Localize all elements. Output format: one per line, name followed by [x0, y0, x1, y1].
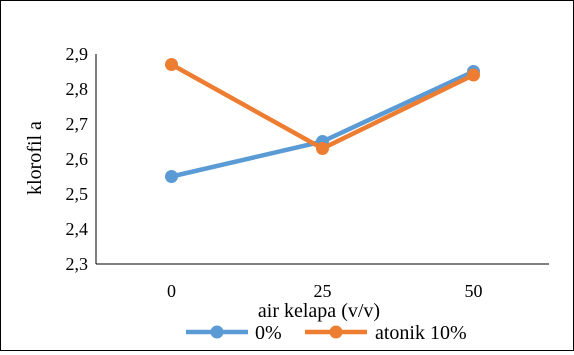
legend-item: atonik 10% — [305, 322, 467, 344]
axes — [95, 54, 549, 265]
y-tick-labels: 2,3 2,4 2,5 2,6 2,7 2,8 2,9 — [66, 44, 89, 274]
x-tick-label: 50 — [465, 281, 483, 301]
line-chart: klorofil a air kelapa (v/v) 2,3 2,4 2,5 2,6… — [24, 44, 549, 344]
y-axis-label: klorofil a — [24, 121, 46, 195]
y-tick-label: 2,3 — [66, 254, 89, 274]
x-axis-label: air kelapa (v/v) — [258, 300, 380, 322]
y-tick-label: 2,8 — [66, 79, 89, 99]
legend: 0% atonik 10% — [186, 322, 467, 344]
y-tick-label: 2,6 — [66, 149, 89, 169]
data-point — [467, 68, 480, 82]
x-tick-labels: 0 25 50 — [167, 281, 483, 301]
legend-marker — [210, 325, 224, 339]
legend-label: 0% — [255, 322, 282, 344]
data-point — [165, 170, 178, 183]
y-tick-label: 2,5 — [66, 184, 89, 204]
series-2 — [165, 58, 480, 155]
legend-label: atonik 10% — [375, 322, 467, 344]
series-1 — [165, 65, 480, 183]
series-layer — [165, 58, 480, 183]
data-point — [165, 58, 178, 71]
y-tick-label: 2,4 — [66, 219, 89, 239]
x-tick-label: 25 — [314, 281, 332, 301]
y-tick-label: 2,9 — [66, 44, 89, 64]
y-tick-label: 2,7 — [66, 114, 89, 134]
legend-marker — [329, 325, 343, 339]
legend-item: 0% — [186, 322, 282, 344]
data-point — [316, 142, 329, 155]
x-tick-label: 0 — [167, 281, 176, 301]
